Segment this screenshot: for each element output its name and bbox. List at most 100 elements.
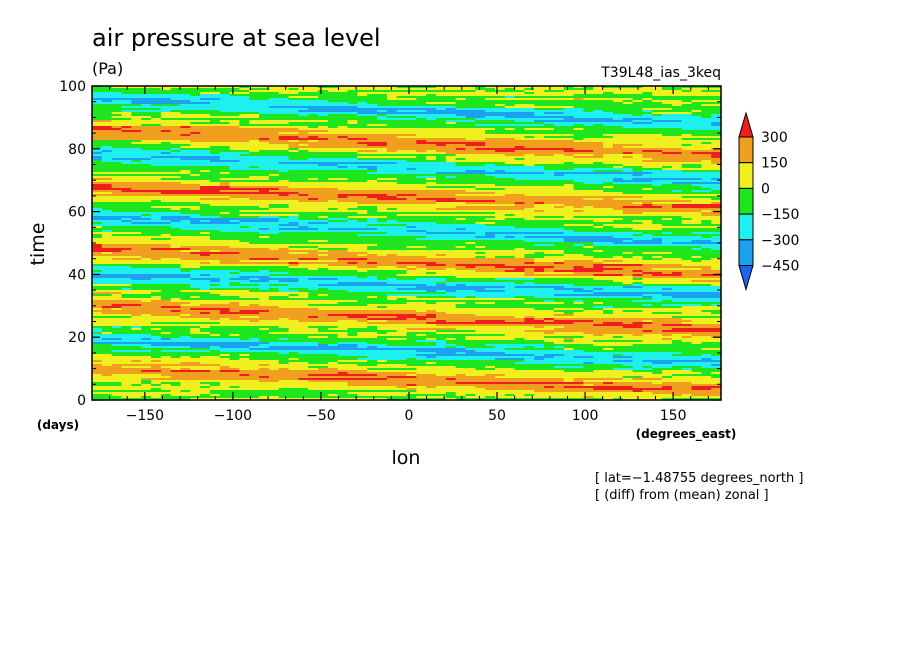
heatmap-cell	[318, 130, 329, 133]
heatmap-cell	[357, 236, 368, 239]
heatmap-cell	[209, 154, 221, 157]
heatmap-cell	[367, 210, 378, 213]
heatmap-cell	[377, 176, 388, 179]
heatmap-cell	[711, 196, 722, 199]
heatmap-cell	[612, 138, 624, 141]
heatmap-cell	[259, 220, 270, 223]
heatmap-cell	[514, 124, 526, 127]
heatmap-cell	[465, 188, 476, 191]
heatmap-cell	[514, 120, 526, 123]
heatmap-cell	[209, 98, 221, 101]
heatmap-cell	[337, 94, 349, 97]
heatmap-cell	[622, 154, 634, 157]
heatmap-cell	[426, 150, 437, 153]
heatmap-cell	[406, 92, 417, 95]
heatmap-cell	[563, 208, 575, 211]
heatmap-cell	[219, 154, 231, 157]
heatmap-cell	[347, 216, 358, 219]
heatmap-cell	[111, 158, 123, 161]
heatmap-cell	[416, 186, 427, 189]
heatmap-cell	[337, 146, 349, 149]
heatmap-cell	[681, 108, 693, 111]
heatmap-cell	[92, 182, 103, 185]
heatmap-cell	[92, 232, 103, 235]
heatmap-cell	[632, 132, 643, 135]
heatmap-cell	[504, 240, 516, 243]
heatmap-cell	[691, 240, 702, 243]
heatmap-cell	[662, 210, 673, 213]
heatmap-cell	[347, 144, 358, 147]
heatmap-cell	[544, 214, 555, 217]
heatmap-cell	[259, 138, 270, 141]
heatmap-cell	[327, 160, 339, 163]
heatmap-cell	[652, 86, 663, 89]
heatmap-cell	[357, 154, 368, 157]
heatmap-cell	[298, 232, 309, 235]
heatmap-cell	[337, 156, 349, 159]
heatmap-cell	[386, 190, 398, 193]
heatmap-cell	[268, 128, 280, 131]
heatmap-cell	[131, 192, 142, 195]
heatmap-cell	[553, 206, 565, 209]
heatmap-cell	[524, 196, 535, 199]
heatmap-cell	[671, 144, 683, 147]
heatmap-cell	[308, 228, 319, 231]
heatmap-cell	[652, 164, 663, 167]
heatmap-cell	[445, 172, 457, 175]
heatmap-cell	[318, 150, 329, 153]
heatmap-cell	[249, 144, 260, 147]
heatmap-cell	[209, 156, 221, 159]
heatmap-cell	[445, 174, 457, 177]
heatmap-cell	[455, 150, 467, 153]
heatmap-cell	[603, 180, 614, 183]
heatmap-cell	[219, 210, 231, 213]
heatmap-cell	[504, 134, 516, 137]
heatmap-cell	[268, 100, 280, 103]
heatmap-cell	[494, 198, 506, 201]
heatmap-cell	[160, 198, 172, 201]
heatmap-cell	[229, 236, 241, 239]
heatmap-cell	[327, 172, 339, 175]
heatmap-cell	[249, 228, 260, 231]
heatmap-cell	[278, 234, 290, 237]
heatmap-cell	[662, 100, 673, 103]
heatmap-cell	[426, 232, 437, 235]
heatmap-cell	[101, 88, 113, 91]
heatmap-cell	[711, 138, 722, 141]
heatmap-cell	[367, 88, 378, 91]
heatmap-cell	[632, 90, 643, 93]
heatmap-cell	[671, 114, 683, 117]
heatmap-cell	[121, 150, 132, 153]
heatmap-cell	[494, 190, 506, 193]
heatmap-cell	[219, 240, 231, 243]
heatmap-cell	[475, 198, 486, 201]
heatmap-cell	[632, 204, 643, 207]
heatmap-cell	[544, 224, 555, 227]
heatmap-cell	[347, 218, 358, 221]
heatmap-cell	[662, 160, 673, 163]
heatmap-cell	[131, 104, 142, 107]
heatmap-cell	[367, 154, 378, 157]
heatmap-cell	[416, 122, 427, 125]
heatmap-cell	[553, 162, 565, 165]
heatmap-cell	[691, 234, 702, 237]
heatmap-cell	[573, 220, 585, 223]
heatmap-cell	[249, 136, 260, 139]
heatmap-cell	[268, 184, 280, 187]
heatmap-cell	[141, 106, 152, 109]
heatmap-cell	[504, 174, 516, 177]
heatmap-cell	[455, 168, 467, 171]
heatmap-cell	[298, 172, 309, 175]
heatmap-cell	[377, 116, 388, 119]
heatmap-cell	[671, 120, 683, 123]
heatmap-cell	[131, 194, 142, 197]
heatmap-cell	[278, 236, 290, 239]
heatmap-cell	[239, 90, 250, 93]
heatmap-cell	[347, 108, 358, 111]
heatmap-cell	[524, 94, 535, 97]
heatmap-cell	[701, 186, 712, 189]
heatmap-cell	[612, 232, 624, 235]
heatmap-cell	[150, 194, 162, 197]
heatmap-cell	[603, 194, 614, 197]
heatmap-cell	[504, 190, 516, 193]
